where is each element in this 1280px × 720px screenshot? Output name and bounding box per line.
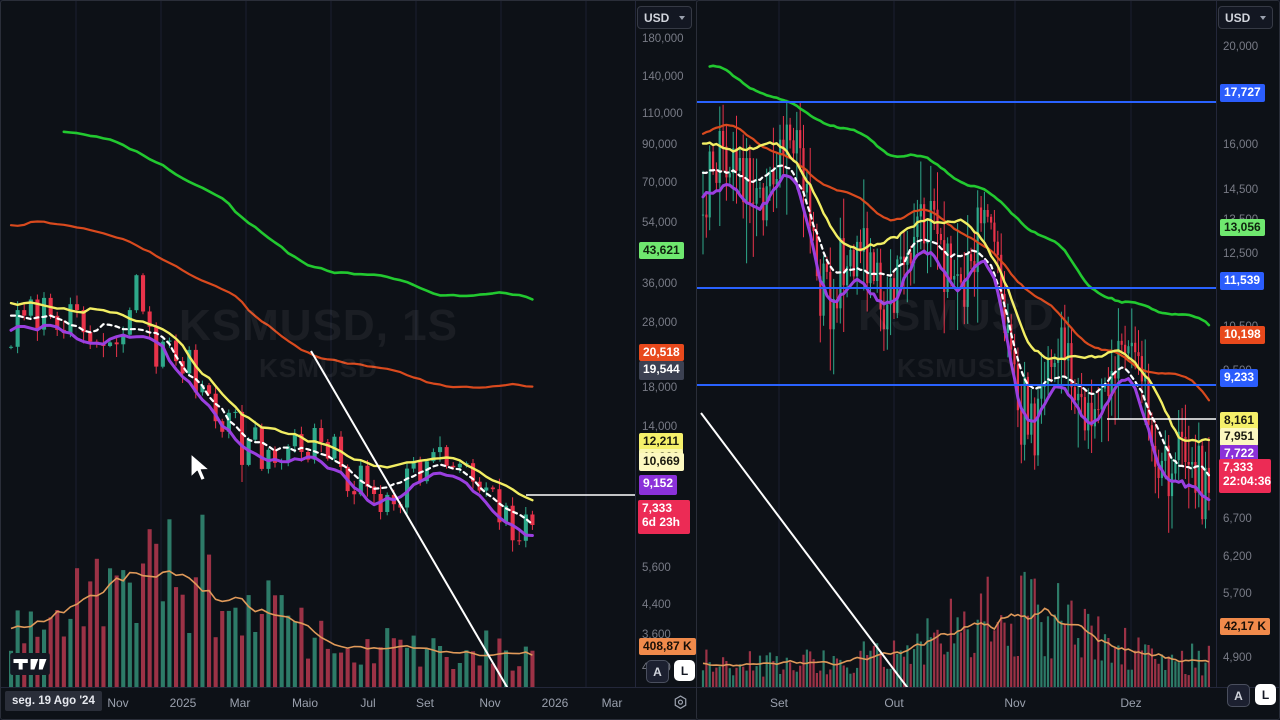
ma-purple-price-tag[interactable]: 7,722 bbox=[1220, 445, 1259, 463]
price-tick-label: 6,700 bbox=[1223, 513, 1252, 525]
tradingview-logo-icon[interactable] bbox=[9, 653, 51, 675]
time-tick-label: Nov bbox=[479, 696, 501, 710]
gear-icon[interactable] bbox=[671, 694, 690, 713]
right-currency-selector[interactable]: USD bbox=[1218, 6, 1273, 29]
price-tick-label: 70,000 bbox=[642, 177, 678, 189]
log-scale-button[interactable]: L bbox=[1255, 684, 1276, 705]
time-tick-label: Nov bbox=[107, 696, 129, 710]
ma-green-line bbox=[708, 64, 1211, 327]
resistance-line-tag-1[interactable]: 17,727 bbox=[1220, 84, 1265, 102]
left-chart-time-axis[interactable]: seg. 19 Ago '24 Nov 2025 Mar Maio Jul Set Nov 2… bbox=[1, 687, 697, 719]
volume-ma-line bbox=[10, 570, 533, 657]
price-tick-label: 28,000 bbox=[642, 317, 678, 329]
right-chart-plot-area[interactable]: KSMUSD KSMUSD bbox=[697, 1, 1216, 719]
ma-cream-price-tag[interactable]: 10,669 bbox=[639, 453, 684, 471]
ma-yellow-line bbox=[9, 301, 534, 502]
price-tick-label: 12,500 bbox=[1223, 248, 1259, 260]
time-tick-label: Set bbox=[415, 696, 435, 710]
time-tick-label: Set bbox=[769, 696, 789, 710]
ma-purple-price-tag[interactable]: 9,152 bbox=[639, 475, 678, 495]
trendline-drawing bbox=[310, 350, 510, 689]
price-tick-label: 6,200 bbox=[1223, 551, 1252, 563]
volume-ma-line bbox=[702, 607, 1210, 667]
ma-dotted-line bbox=[9, 314, 534, 526]
price-tick-label: 14,000 bbox=[642, 421, 678, 433]
price-tick-label: 14,500 bbox=[1223, 184, 1259, 196]
ma-yellow-line bbox=[701, 141, 1211, 444]
right-chart-canvas bbox=[697, 1, 1216, 689]
left-currency-label: USD bbox=[644, 10, 670, 25]
volume-value-tag[interactable]: 42,17 K bbox=[1220, 617, 1271, 636]
price-tag-countdown: 22:04:36 bbox=[1223, 473, 1272, 488]
time-tick-label: Mar bbox=[229, 696, 251, 710]
price-tick-label: 140,000 bbox=[642, 71, 684, 83]
price-tag-value: 7,333 bbox=[642, 501, 673, 515]
volume-value-tag[interactable]: 408,87 K bbox=[639, 637, 696, 656]
right-currency-label: USD bbox=[1225, 10, 1251, 25]
left-chart-canvas bbox=[9, 1, 636, 689]
price-tick-label: 180,000 bbox=[642, 33, 684, 45]
chevron-down-icon bbox=[1260, 15, 1266, 20]
price-tick-label: 5,700 bbox=[1223, 588, 1252, 600]
resistance-line-tag-2[interactable]: 11,539 bbox=[1220, 272, 1265, 290]
ma-yellow-price-tag[interactable]: 8,161 bbox=[1220, 412, 1259, 430]
left-chart-date-badge: seg. 19 Ago '24 bbox=[5, 691, 102, 711]
time-tick-label: Maio bbox=[291, 696, 319, 710]
candlestick-series bbox=[701, 99, 1210, 533]
left-chart-pane[interactable]: KSMUSD, 1S KSMUSD 180,000 140,000 110,000 9… bbox=[0, 0, 698, 720]
ma-green-price-tag[interactable]: 13,056 bbox=[1220, 218, 1265, 237]
current-price-tag[interactable]: 7,333 22:04:36 bbox=[1219, 459, 1271, 493]
time-tick-label: Dez bbox=[1120, 696, 1142, 710]
right-chart-price-axis[interactable]: 20,00018,00016,00014,50013,50012,50010,5… bbox=[1216, 1, 1279, 719]
volume-series bbox=[9, 514, 535, 689]
price-tick-label: 36,000 bbox=[642, 278, 678, 290]
ma-yellow-price-tag[interactable]: 12,211 bbox=[639, 433, 684, 451]
ma-cream-price-tag[interactable]: 7,951 bbox=[1220, 428, 1259, 446]
ma-orange-price-tag[interactable]: 20,518 bbox=[639, 343, 684, 362]
right-chart-pane[interactable]: KSMUSD KSMUSD 20,00018,00016,00014,50013… bbox=[696, 0, 1280, 720]
time-tick-label: Out bbox=[884, 696, 904, 710]
chevron-down-icon bbox=[679, 15, 685, 20]
candlestick-series bbox=[9, 273, 535, 552]
auto-scale-button[interactable]: A bbox=[646, 660, 669, 683]
trendline-drawing bbox=[700, 412, 910, 689]
price-tick-label: 4,900 bbox=[1223, 652, 1252, 664]
price-tick-label: 90,000 bbox=[642, 139, 678, 151]
left-chart-price-axis[interactable]: 180,000 140,000 110,000 90,000 70,000 54,000 3… bbox=[635, 1, 697, 719]
left-currency-selector[interactable]: USD bbox=[637, 6, 692, 29]
price-tick-label: 16,000 bbox=[1223, 139, 1259, 151]
price-tick-label: 18,000 bbox=[642, 382, 678, 394]
price-tick-label: 54,000 bbox=[642, 217, 678, 229]
log-scale-button[interactable]: L bbox=[674, 660, 695, 681]
time-tick-label: 2026 bbox=[541, 696, 569, 710]
time-tick-label: Mar bbox=[601, 696, 623, 710]
price-tick-label: 5,600 bbox=[642, 562, 671, 574]
ma-purple-line bbox=[9, 323, 534, 537]
time-tick-label: Nov bbox=[1004, 696, 1026, 710]
ma-green-price-tag[interactable]: 43,621 bbox=[639, 241, 684, 260]
ma-orange-line bbox=[701, 123, 1210, 402]
price-tag-value: 7,333 bbox=[1223, 460, 1254, 474]
ma-purple-line bbox=[701, 173, 1211, 502]
price-tick-label: 20,000 bbox=[1223, 41, 1259, 53]
time-tick-label: Jul bbox=[360, 696, 376, 710]
support-line-tag[interactable]: 9,233 bbox=[1220, 369, 1259, 387]
right-chart-time-axis[interactable]: Set Out Nov Dez bbox=[697, 687, 1279, 719]
current-price-tag[interactable]: 7,333 6d 23h bbox=[638, 500, 690, 534]
ma-dotted-line bbox=[701, 164, 1210, 477]
price-tick-label: 4,400 bbox=[642, 599, 671, 611]
auto-scale-button[interactable]: A bbox=[1227, 684, 1250, 707]
price-tag-countdown: 6d 23h bbox=[642, 514, 681, 529]
price-tick-label: 110,000 bbox=[642, 108, 683, 120]
ma-orange-price-tag[interactable]: 10,198 bbox=[1220, 326, 1265, 344]
ma-orange-line bbox=[9, 220, 534, 389]
ma-green-line bbox=[62, 130, 534, 301]
volume-series bbox=[701, 571, 1210, 689]
left-chart-plot-area[interactable]: KSMUSD, 1S KSMUSD bbox=[1, 1, 636, 719]
time-tick-label: 2025 bbox=[169, 696, 197, 710]
last-close-tag[interactable]: 19,544 bbox=[639, 360, 684, 380]
